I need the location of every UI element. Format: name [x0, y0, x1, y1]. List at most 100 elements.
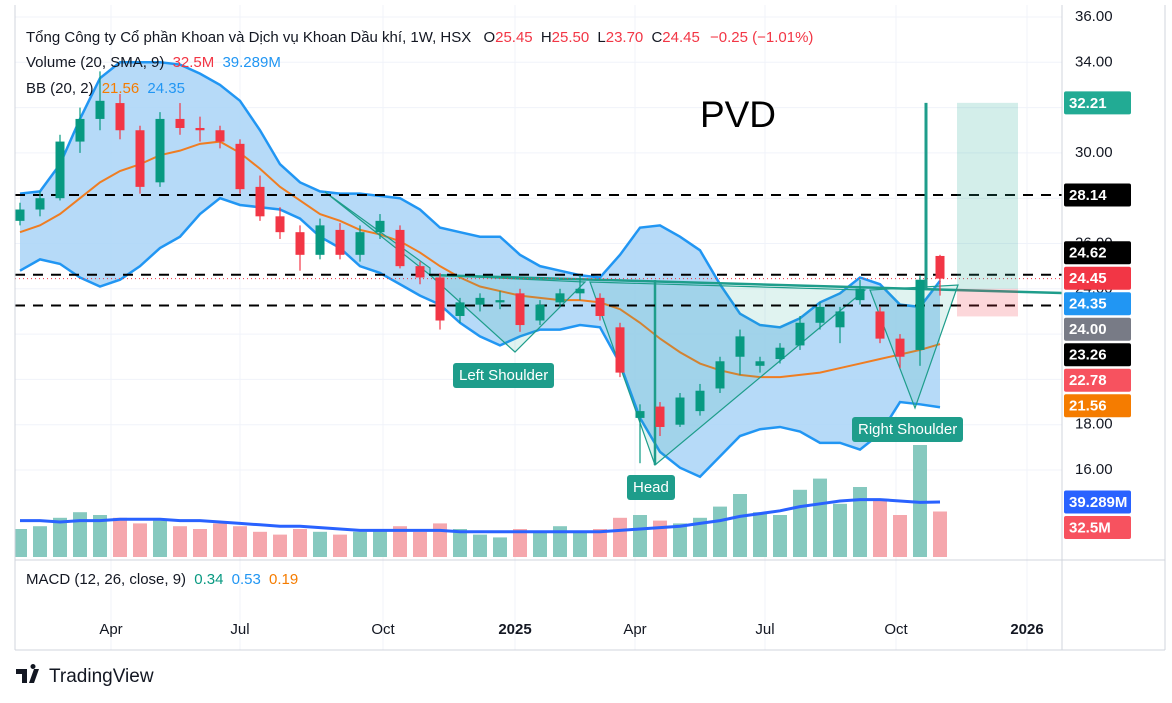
- logo-text: TradingView: [49, 666, 154, 687]
- volume-bar: [613, 517, 627, 557]
- volume-bar: [113, 517, 127, 557]
- volume-bar: [173, 526, 187, 557]
- candle-body: [75, 118, 85, 142]
- volume-bar: [373, 529, 387, 557]
- ohlc-key: L: [597, 29, 606, 46]
- price-badge: [1064, 343, 1131, 367]
- indicator-value: 21.56: [101, 80, 140, 97]
- volume-bar: [713, 506, 727, 557]
- volume-bar: [33, 526, 47, 557]
- y-tick-label: 30.00: [1075, 144, 1113, 161]
- ohlc-value: 24.45: [662, 29, 700, 46]
- candle-body: [215, 130, 225, 142]
- candle-body: [635, 411, 645, 418]
- candle-body: [195, 127, 205, 131]
- price-badge-label: 24.00: [1069, 321, 1107, 338]
- candle-body: [415, 266, 425, 278]
- candle-body: [395, 229, 405, 267]
- volume-bar: [433, 523, 447, 557]
- volume-bar: [793, 489, 807, 557]
- candle-body: [855, 288, 865, 301]
- candles: [15, 71, 945, 464]
- candle-body: [375, 220, 385, 233]
- indicator-name: MACD (12, 26, close, 9): [26, 571, 187, 588]
- price-badge: [1064, 515, 1131, 539]
- volume-bar: [693, 517, 707, 557]
- volume-bar: [833, 503, 847, 557]
- price-badge-label: 39.289M: [1069, 494, 1127, 511]
- price-badge-label: 21.56: [1069, 398, 1107, 415]
- volume-bar: [453, 529, 467, 557]
- candle-body: [15, 209, 25, 221]
- candle-body: [315, 225, 325, 255]
- candle-body: [255, 186, 265, 217]
- axes: 16.0018.0020.0022.0024.0026.0028.0030.00…: [14, 5, 1166, 651]
- price-badge-label: 32.21: [1069, 95, 1107, 112]
- volume-bar: [253, 531, 267, 557]
- candle-body: [495, 300, 505, 303]
- price-badge-label: 32.5M: [1069, 519, 1111, 536]
- volume-bar: [153, 520, 167, 557]
- candle-body: [755, 361, 765, 366]
- price-badge-label: 28.14: [1069, 187, 1107, 204]
- tradingview-logo: TradingView: [16, 663, 154, 687]
- candle-body: [175, 118, 185, 128]
- bb-legend: BB (20, 2) 21.56 24.35: [26, 80, 185, 97]
- candle-body: [235, 143, 245, 190]
- indicator-value: 24.35: [147, 80, 185, 97]
- price-badge: [1064, 317, 1131, 341]
- candle-body: [935, 255, 945, 279]
- candle-body: [555, 293, 565, 303]
- candle-body: [675, 397, 685, 425]
- price-badge: [1064, 394, 1131, 418]
- price-badge-label: 24.62: [1069, 245, 1107, 262]
- candle-body: [815, 306, 825, 323]
- volume-bar: [15, 529, 27, 557]
- x-tick-label: 2026: [1010, 621, 1043, 638]
- indicator-name: BB (20, 2): [26, 80, 94, 97]
- candle-body: [435, 277, 445, 321]
- stop-zone: [957, 288, 1018, 317]
- price-badge: [1064, 490, 1131, 514]
- candle-body: [535, 304, 545, 321]
- y-tick-label: 36.00: [1075, 8, 1113, 25]
- bb-basis-line: [19, 140, 941, 379]
- y-tick-label: 16.00: [1075, 461, 1113, 478]
- price-badge-label: 24.35: [1069, 296, 1107, 313]
- target-zone: [957, 102, 1018, 289]
- volume-bar: [733, 494, 747, 557]
- price-badge: [1064, 91, 1131, 115]
- indicator-value: 0.19: [268, 571, 299, 588]
- volume-bar: [313, 531, 327, 557]
- volume-bar: [553, 526, 567, 557]
- volume-bar: [673, 523, 687, 557]
- candle-body: [295, 232, 305, 255]
- volume-bar: [93, 515, 107, 557]
- price-badge: [1064, 241, 1131, 265]
- volume-bar: [573, 531, 587, 557]
- price-badge-label: 23.26: [1069, 347, 1107, 364]
- volume-legend: Volume (20, SMA, 9) 32.5M 39.289M: [26, 54, 281, 71]
- volume-bar: [593, 529, 607, 557]
- macd-legend: MACD (12, 26, close, 9) 0.34 0.53 0.19: [26, 571, 298, 588]
- volume-bar: [513, 529, 527, 557]
- candle-body: [875, 311, 885, 339]
- volume-bar: [873, 501, 887, 557]
- y-tick-label: 34.00: [1075, 53, 1113, 70]
- volume-bar: [893, 515, 907, 557]
- indicator-value: 0.34: [194, 571, 224, 588]
- x-tick-label: Apr: [623, 621, 646, 638]
- x-tick-label: Jul: [230, 621, 249, 638]
- candle-body: [115, 103, 125, 131]
- candle-body: [715, 361, 725, 389]
- symbol: Tổng Công ty Cổ phần Khoan và Dịch vụ Kh…: [26, 29, 472, 46]
- indicator-lines: [19, 61, 941, 534]
- volume-bar: [73, 512, 87, 557]
- price-badge: [1064, 266, 1131, 290]
- candle-body: [475, 297, 485, 305]
- candle-body: [775, 347, 785, 360]
- x-tick-label: Oct: [371, 621, 395, 638]
- candle-body: [575, 288, 585, 294]
